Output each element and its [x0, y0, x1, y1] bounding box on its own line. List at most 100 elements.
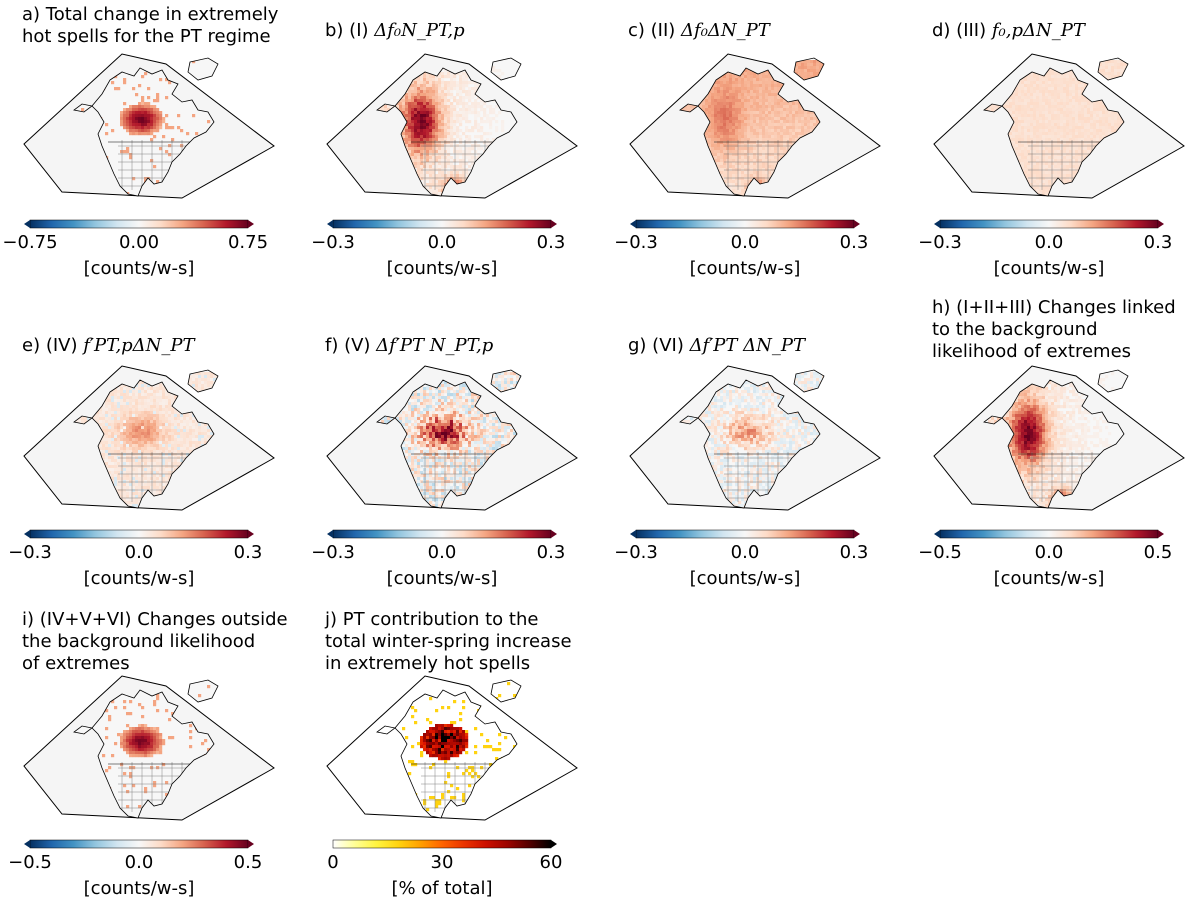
colorbar-tick-label: 0.0	[124, 542, 154, 563]
colorbar-gradient	[939, 529, 1159, 539]
colorbar-tick-label: 0.3	[839, 232, 869, 253]
colorbar-gradient	[29, 219, 249, 229]
colorbar-gradient	[29, 839, 249, 849]
panel-title-math: f′PT,pΔN_PT	[83, 335, 195, 356]
panel-title-text: d) (III)	[932, 20, 992, 41]
panel-title-text: j) PT contribution to the total winter-s…	[325, 609, 572, 674]
colorbar-tick-label: 0.0	[730, 542, 760, 563]
colorbar-extend-min	[934, 220, 940, 228]
colorbar-unit-label: [counts/w-s]	[993, 568, 1105, 589]
colorbar-tick-label: 0.0	[1034, 542, 1064, 563]
panel-title: b) (I) Δf₀N_PT,p	[325, 20, 465, 42]
colorbar-extend-max	[248, 530, 254, 538]
panel-title-math: f₀,pΔN_PT	[991, 20, 1085, 41]
colorbar	[630, 219, 860, 229]
colorbar-tick-label: 0.3	[536, 232, 566, 253]
colorbar-unit-label: [counts/w-s]	[83, 878, 195, 899]
colorbar-gradient	[332, 839, 552, 849]
colorbar-extend-min	[327, 530, 333, 538]
coastline	[376, 679, 522, 819]
coastline	[376, 369, 522, 509]
map	[23, 365, 275, 511]
map	[629, 53, 881, 199]
colorbar-unit-label: [counts/w-s]	[689, 568, 801, 589]
map	[23, 53, 275, 199]
colorbar-extend-min	[24, 840, 30, 848]
panel-title: f) (V) Δf′PT N_PT,p	[325, 335, 493, 357]
map	[23, 675, 275, 821]
panel-title-text: a) Total change in extremely hot spells …	[22, 4, 279, 47]
colorbar	[24, 839, 254, 849]
colorbar-extend-max	[1158, 530, 1164, 538]
colorbar-unit-label: [% of total]	[391, 878, 493, 899]
colorbar-tick-label: 0.0	[730, 232, 760, 253]
colorbar	[327, 219, 557, 229]
colorbar-gradient	[635, 529, 855, 539]
colorbar-tick-label: −0.3	[311, 232, 355, 253]
colorbar-tick-label: −0.5	[8, 852, 52, 873]
panel-title: e) (IV) f′PT,pΔN_PT	[22, 335, 195, 357]
map	[933, 53, 1185, 199]
colorbar-extend-max	[248, 220, 254, 228]
colorbar-tick-label: 0.3	[233, 542, 263, 563]
colorbar-extend-max	[1158, 220, 1164, 228]
colorbar-tick-label: 0.5	[1143, 542, 1173, 563]
panel-title-text: i) (IV+V+VI) Changes outside the backgro…	[22, 609, 288, 674]
colorbar-extend-min	[630, 530, 636, 538]
coastline	[983, 57, 1129, 197]
panel-title-math: Δf′PT ΔN_PT	[689, 335, 806, 356]
panel-title: c) (II) Δf₀ΔN_PT	[628, 20, 770, 42]
colorbar-tick-label: −0.3	[614, 232, 658, 253]
colorbar	[24, 219, 254, 229]
panel-title-text: g) (VI)	[628, 335, 690, 356]
colorbar-extend-max	[551, 220, 557, 228]
coastline	[679, 57, 825, 197]
colorbar-gradient	[29, 529, 249, 539]
map	[629, 365, 881, 511]
colorbar-tick-label: 0.3	[536, 542, 566, 563]
panel-title-text: f) (V)	[325, 335, 377, 356]
panel-title: i) (IV+V+VI) Changes outside the backgro…	[22, 609, 288, 675]
colorbar-extend-max	[551, 530, 557, 538]
colorbar	[327, 529, 557, 539]
colorbar-extend-min	[630, 220, 636, 228]
panel-title-text: b) (I)	[325, 20, 375, 41]
colorbar-tick-label: −0.3	[614, 542, 658, 563]
colorbar-tick-label: 0.3	[839, 542, 869, 563]
panel-title-text: e) (IV)	[22, 335, 84, 356]
map	[933, 365, 1185, 511]
colorbar-gradient	[332, 529, 552, 539]
panel-title-math: Δf₀ΔN_PT	[681, 20, 770, 41]
colorbar-extend-max	[854, 220, 860, 228]
coastline	[73, 369, 219, 509]
coastline	[679, 369, 825, 509]
panel-title: g) (VI) Δf′PT ΔN_PT	[628, 335, 805, 357]
panel-title: a) Total change in extremely hot spells …	[22, 4, 278, 48]
colorbar-extend-max	[551, 840, 557, 848]
map	[326, 675, 578, 821]
coastline	[983, 369, 1129, 509]
colorbar	[630, 529, 860, 539]
colorbar-unit-label: [counts/w-s]	[83, 568, 195, 589]
colorbar-tick-label: 0.75	[227, 232, 269, 253]
panel-title-text: c) (II)	[628, 20, 682, 41]
panel-title-math: Δf′PT N_PT,p	[376, 335, 494, 356]
map	[326, 365, 578, 511]
colorbar-tick-label: −0.3	[311, 542, 355, 563]
colorbar-tick-label: 0.3	[1143, 232, 1173, 253]
colorbar-tick-label: −0.75	[2, 232, 58, 253]
colorbar-extend-min	[24, 220, 30, 228]
colorbar-extend-min	[24, 530, 30, 538]
panel-title: d) (III) f₀,pΔN_PT	[932, 20, 1085, 42]
colorbar-unit-label: [counts/w-s]	[689, 258, 801, 279]
colorbar-extend-max	[854, 530, 860, 538]
colorbar	[332, 839, 557, 849]
panel-title-math: Δf₀N_PT,p	[374, 20, 465, 41]
colorbar-gradient	[332, 219, 552, 229]
coastline	[376, 57, 522, 197]
colorbar-tick-label: 0.00	[118, 232, 160, 253]
colorbar-unit-label: [counts/w-s]	[83, 258, 195, 279]
colorbar-extend-min	[327, 220, 333, 228]
map	[326, 53, 578, 199]
colorbar-gradient	[939, 219, 1159, 229]
